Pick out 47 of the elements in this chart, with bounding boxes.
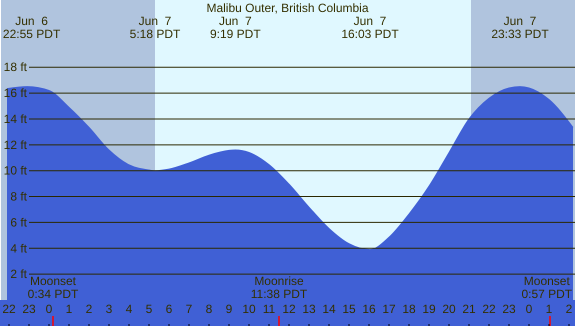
- x-tick-label: 2: [566, 302, 573, 316]
- x-tick-label: 18: [402, 302, 416, 316]
- x-tick-label: 21: [462, 302, 476, 316]
- x-tick-label: 3: [106, 302, 113, 316]
- x-tick-label: 10: [242, 302, 256, 316]
- x-tick-label: 20: [442, 302, 456, 316]
- y-tick-label: 8 ft: [10, 190, 28, 204]
- annotation: Moonset 0:34 PDT: [28, 274, 80, 301]
- y-tick-label: 2 ft: [10, 267, 28, 282]
- y-tick-label: 16 ft: [4, 86, 28, 100]
- x-tick-label: 17: [382, 302, 396, 316]
- chart-title: Malibu Outer, British Columbia: [206, 1, 369, 15]
- x-tick-label: 13: [302, 302, 316, 316]
- x-tick-label: 4: [126, 302, 133, 316]
- x-tick-label: 22: [2, 302, 16, 316]
- x-tick-label: 0: [526, 302, 533, 316]
- annotation: Jun 7 5:18 PDT: [130, 14, 182, 41]
- y-tick-label: 18 ft: [4, 60, 28, 74]
- y-tick-label: 6 ft: [10, 215, 28, 230]
- x-tick-label: 2: [86, 302, 93, 316]
- x-tick-label: 0: [46, 302, 53, 316]
- annotation: Jun 7 16:03 PDT: [341, 14, 400, 41]
- x-tick-label: 15: [342, 302, 356, 316]
- x-tick-label: 11: [262, 302, 276, 316]
- x-tick-label: 16: [362, 302, 376, 316]
- annotation: Jun 7 23:33 PDT: [491, 14, 550, 41]
- annotation: Moonset 0:57 PDT: [521, 274, 573, 301]
- x-tick-label: 9: [226, 302, 233, 316]
- x-tick-label: 1: [546, 302, 553, 316]
- annotation: Jun 6 22:55 PDT: [2, 14, 61, 41]
- y-tick-label: 10 ft: [4, 164, 28, 178]
- x-tick-label: 14: [322, 302, 336, 316]
- x-tick-label: 7: [186, 302, 193, 316]
- x-tick-label: 8: [206, 302, 213, 316]
- x-tick-label: 23: [502, 302, 516, 316]
- annotation: Moonrise 11:38 PDT: [250, 274, 308, 301]
- annotation: Jun 7 9:19 PDT: [210, 14, 262, 41]
- x-tick-label: 6: [166, 302, 173, 316]
- x-tick-label: 1: [66, 302, 73, 316]
- x-tick-label: 5: [146, 302, 153, 316]
- y-tick-label: 12 ft: [4, 138, 28, 152]
- x-tick-label: 22: [482, 302, 496, 316]
- y-tick-label: 4 ft: [10, 241, 28, 256]
- y-tick-label: 14 ft: [4, 112, 28, 126]
- x-tick-label: 12: [282, 302, 296, 316]
- x-tick-label: 23: [22, 302, 36, 316]
- x-tick-label: 19: [422, 302, 436, 316]
